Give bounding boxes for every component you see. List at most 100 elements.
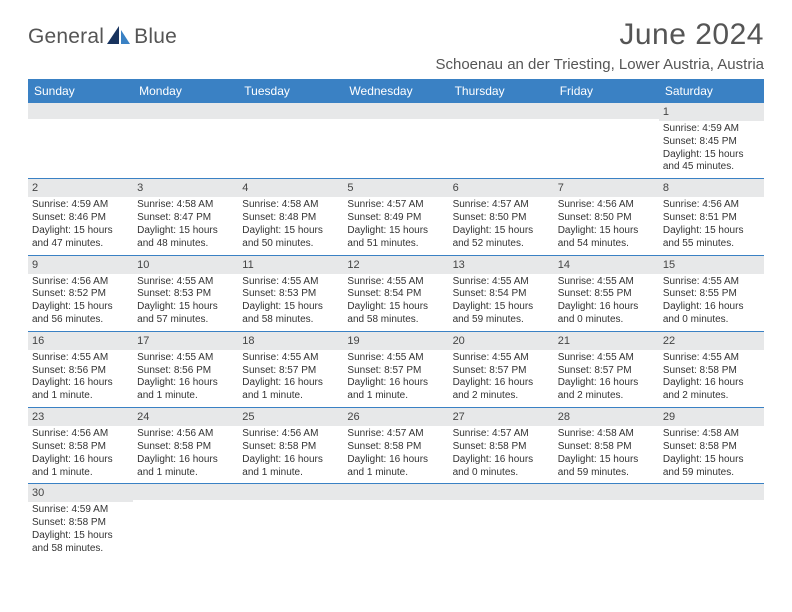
calendar-day-cell: 2Sunrise: 4:59 AMSunset: 8:46 PMDaylight… (28, 179, 133, 255)
day-sunset: Sunset: 8:56 PM (32, 365, 129, 378)
brand-part2: Blue (134, 25, 177, 49)
day-sunrise: Sunrise: 4:55 AM (663, 352, 760, 365)
calendar-day-cell: 23Sunrise: 4:56 AMSunset: 8:58 PMDayligh… (28, 408, 133, 484)
day-sunset: Sunset: 8:58 PM (242, 441, 339, 454)
day-day1: Daylight: 15 hours (242, 301, 339, 314)
day-sunset: Sunset: 8:58 PM (558, 441, 655, 454)
day-day2: and 59 minutes. (558, 467, 655, 480)
calendar-day-cell: 4Sunrise: 4:58 AMSunset: 8:48 PMDaylight… (238, 179, 343, 255)
calendar-body: 1Sunrise: 4:59 AMSunset: 8:45 PMDaylight… (28, 103, 764, 560)
day-sunrise: Sunrise: 4:55 AM (558, 276, 655, 289)
day-sunrise: Sunrise: 4:56 AM (558, 199, 655, 212)
day-day2: and 2 minutes. (663, 390, 760, 403)
day-day2: and 54 minutes. (558, 238, 655, 251)
calendar-day-cell (449, 103, 554, 179)
day-number: 15 (659, 256, 764, 274)
calendar-day-cell: 14Sunrise: 4:55 AMSunset: 8:55 PMDayligh… (554, 255, 659, 331)
day-day2: and 59 minutes. (663, 467, 760, 480)
day-number: 22 (659, 332, 764, 350)
calendar-day-cell (343, 484, 448, 560)
day-sunset: Sunset: 8:46 PM (32, 212, 129, 225)
day-sunrise: Sunrise: 4:57 AM (453, 428, 550, 441)
calendar-day-cell: 3Sunrise: 4:58 AMSunset: 8:47 PMDaylight… (133, 179, 238, 255)
day-number: 8 (659, 179, 764, 197)
day-day1: Daylight: 15 hours (453, 225, 550, 238)
calendar-day-cell (133, 103, 238, 179)
day-day2: and 2 minutes. (453, 390, 550, 403)
calendar-day-cell: 15Sunrise: 4:55 AMSunset: 8:55 PMDayligh… (659, 255, 764, 331)
weekday-header: Monday (133, 79, 238, 103)
day-number: 21 (554, 332, 659, 350)
day-sunset: Sunset: 8:55 PM (663, 288, 760, 301)
day-number: 20 (449, 332, 554, 350)
calendar-day-cell: 9Sunrise: 4:56 AMSunset: 8:52 PMDaylight… (28, 255, 133, 331)
day-sunset: Sunset: 8:58 PM (347, 441, 444, 454)
day-day1: Daylight: 15 hours (137, 225, 234, 238)
day-sunset: Sunset: 8:57 PM (453, 365, 550, 378)
day-sunset: Sunset: 8:53 PM (137, 288, 234, 301)
empty-day (449, 484, 554, 500)
day-number: 5 (343, 179, 448, 197)
day-day2: and 1 minute. (137, 467, 234, 480)
calendar-day-cell: 20Sunrise: 4:55 AMSunset: 8:57 PMDayligh… (449, 331, 554, 407)
calendar-day-cell: 28Sunrise: 4:58 AMSunset: 8:58 PMDayligh… (554, 408, 659, 484)
day-day2: and 1 minute. (137, 390, 234, 403)
day-number: 24 (133, 408, 238, 426)
day-day1: Daylight: 16 hours (663, 301, 760, 314)
day-sunset: Sunset: 8:54 PM (453, 288, 550, 301)
calendar-day-cell: 29Sunrise: 4:58 AMSunset: 8:58 PMDayligh… (659, 408, 764, 484)
day-day1: Daylight: 16 hours (663, 377, 760, 390)
day-day2: and 1 minute. (347, 390, 444, 403)
day-day2: and 45 minutes. (663, 161, 760, 174)
day-sunset: Sunset: 8:48 PM (242, 212, 339, 225)
title-block: June 2024 Schoenau an der Triesting, Low… (435, 18, 764, 73)
day-day1: Daylight: 15 hours (558, 454, 655, 467)
day-number: 23 (28, 408, 133, 426)
day-number: 18 (238, 332, 343, 350)
sail-icon (104, 24, 132, 46)
empty-day (449, 103, 554, 119)
day-day1: Daylight: 15 hours (32, 301, 129, 314)
weekday-header: Tuesday (238, 79, 343, 103)
calendar-table: SundayMondayTuesdayWednesdayThursdayFrid… (28, 79, 764, 560)
calendar-day-cell: 19Sunrise: 4:55 AMSunset: 8:57 PMDayligh… (343, 331, 448, 407)
day-number: 13 (449, 256, 554, 274)
weekday-header: Saturday (659, 79, 764, 103)
day-number: 28 (554, 408, 659, 426)
day-sunset: Sunset: 8:54 PM (347, 288, 444, 301)
day-sunset: Sunset: 8:49 PM (347, 212, 444, 225)
day-number: 17 (133, 332, 238, 350)
day-day2: and 1 minute. (347, 467, 444, 480)
day-info: Sunrise: 4:55 AMSunset: 8:55 PMDaylight:… (558, 276, 655, 327)
weekday-header: Wednesday (343, 79, 448, 103)
calendar-day-cell (554, 103, 659, 179)
day-day1: Daylight: 15 hours (32, 225, 129, 238)
calendar-day-cell (554, 484, 659, 560)
day-sunset: Sunset: 8:47 PM (137, 212, 234, 225)
day-sunset: Sunset: 8:58 PM (32, 441, 129, 454)
day-info: Sunrise: 4:55 AMSunset: 8:58 PMDaylight:… (663, 352, 760, 403)
empty-day (554, 484, 659, 500)
day-sunrise: Sunrise: 4:56 AM (242, 428, 339, 441)
day-info: Sunrise: 4:58 AMSunset: 8:58 PMDaylight:… (663, 428, 760, 479)
day-sunrise: Sunrise: 4:57 AM (453, 199, 550, 212)
day-sunset: Sunset: 8:45 PM (663, 136, 760, 149)
day-day2: and 58 minutes. (242, 314, 339, 327)
calendar-day-cell: 12Sunrise: 4:55 AMSunset: 8:54 PMDayligh… (343, 255, 448, 331)
day-number: 2 (28, 179, 133, 197)
empty-day (554, 103, 659, 119)
day-day2: and 0 minutes. (663, 314, 760, 327)
empty-day (133, 103, 238, 119)
calendar-day-cell: 7Sunrise: 4:56 AMSunset: 8:50 PMDaylight… (554, 179, 659, 255)
day-day2: and 55 minutes. (663, 238, 760, 251)
brand-logo: General Blue (28, 18, 177, 50)
day-info: Sunrise: 4:56 AMSunset: 8:51 PMDaylight:… (663, 199, 760, 250)
calendar-day-cell (133, 484, 238, 560)
day-number: 12 (343, 256, 448, 274)
day-info: Sunrise: 4:55 AMSunset: 8:56 PMDaylight:… (137, 352, 234, 403)
day-day1: Daylight: 15 hours (663, 149, 760, 162)
calendar-day-cell: 10Sunrise: 4:55 AMSunset: 8:53 PMDayligh… (133, 255, 238, 331)
day-day1: Daylight: 16 hours (453, 377, 550, 390)
day-sunrise: Sunrise: 4:56 AM (663, 199, 760, 212)
calendar-day-cell (449, 484, 554, 560)
